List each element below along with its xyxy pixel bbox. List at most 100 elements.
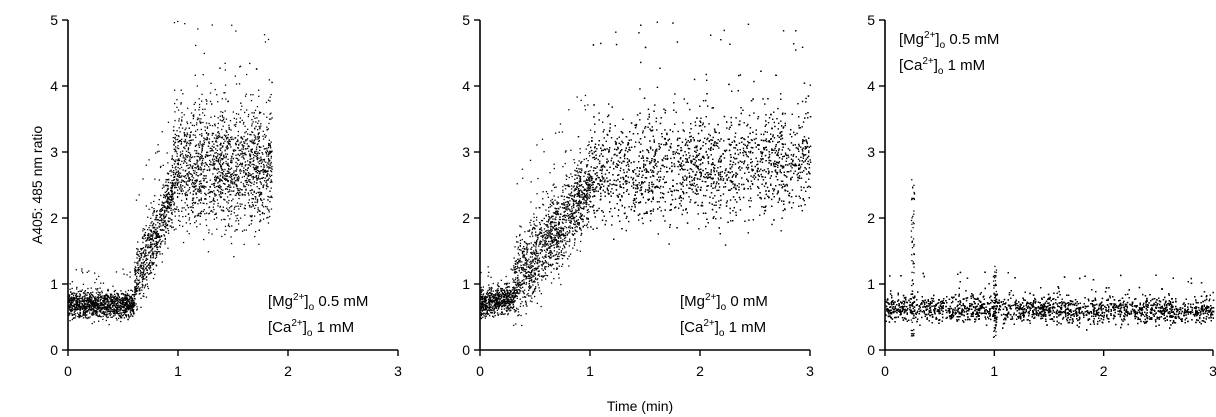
data-point [510,299,513,301]
data-point [195,130,197,132]
data-point [491,293,493,295]
data-point [501,288,504,290]
data-point [223,117,225,119]
data-point [97,311,99,313]
data-point [584,195,586,197]
data-point [155,244,157,247]
data-point [204,193,207,195]
data-point [239,65,242,67]
data-point [489,292,491,294]
data-point [496,304,499,306]
data-point [255,138,257,140]
data-point [84,314,86,317]
data-point [103,313,106,315]
data-point [262,159,265,161]
data-point [267,186,269,188]
data-point [244,180,246,182]
data-point [507,305,509,307]
data-point [140,256,142,259]
data-point [161,261,163,263]
data-point [233,190,235,192]
data-point [205,154,207,156]
data-point [480,293,482,295]
data-point [162,221,165,223]
data-point [69,294,71,296]
data-point [160,242,162,244]
data-point [169,204,171,206]
data-point [507,309,509,311]
data-point [264,41,267,43]
data-point [109,306,111,308]
data-point [76,288,78,290]
data-point [168,207,170,209]
data-point [192,190,195,192]
data-point [258,120,260,122]
data-point [180,185,182,187]
data-point [206,103,208,105]
data-point [199,174,201,176]
data-point [262,130,264,132]
data-point [490,290,492,292]
data-point [219,119,221,121]
data-point [131,306,134,308]
data-point [205,177,207,179]
data-point [152,252,154,254]
data-point [187,175,189,177]
data-point [91,314,93,316]
data-point [226,172,228,175]
data-point [92,308,95,310]
data-point [487,307,489,309]
data-point [110,303,112,305]
data-point [499,294,501,296]
data-point [159,219,161,222]
data-point [541,138,544,140]
data-point [155,240,157,243]
data-point [506,305,508,308]
data-point [217,167,219,170]
data-point [585,200,587,202]
data-point [125,316,127,318]
data-point [173,172,175,174]
data-point [134,268,137,271]
data-point [89,295,91,297]
data-point [238,190,240,192]
data-point [230,206,232,208]
data-point [211,134,213,136]
data-point [543,262,545,264]
data-point [247,192,249,195]
data-point [223,177,225,179]
data-point [200,144,202,146]
data-point [494,294,496,296]
data-point [522,247,524,250]
data-point [174,160,176,162]
data-point [481,313,483,315]
data-point [493,312,495,315]
data-point [264,170,266,172]
data-point [558,277,560,279]
data-point [94,298,96,300]
data-point [151,245,153,247]
data-point [173,163,176,165]
data-point [173,179,175,181]
data-point [152,268,155,271]
data-point [97,288,99,290]
data-point [207,192,209,195]
data-point [77,301,79,303]
data-point [487,294,489,296]
data-point [89,316,91,318]
data-point [509,300,511,302]
data-point [270,167,272,169]
data-point [225,153,227,155]
data-point [135,303,137,305]
data-point [260,159,262,161]
data-point [173,202,176,204]
data-point [173,148,175,150]
data-point [482,294,484,296]
data-point [578,160,580,162]
data-point [204,162,206,164]
data-point [487,266,489,268]
data-point [208,142,210,145]
data-point [186,132,188,134]
data-point [119,299,122,301]
